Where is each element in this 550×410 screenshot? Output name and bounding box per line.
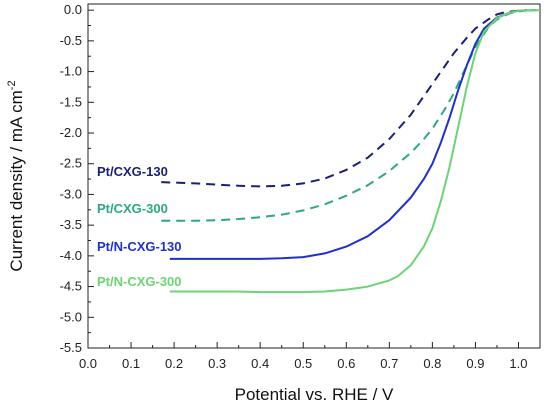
x-tick-label: 0.4 xyxy=(251,356,269,371)
x-tick-label: 0.3 xyxy=(208,356,226,371)
x-tick-label: 0.5 xyxy=(294,356,312,371)
y-tick-label: -0.5 xyxy=(60,33,82,48)
series-group xyxy=(161,9,541,294)
x-tick-label: 1.0 xyxy=(509,356,527,371)
series-label-pt-n-cxg-130: Pt/N-CXG-130 xyxy=(97,239,182,254)
x-tick-label: 0.6 xyxy=(337,356,355,371)
y-axis-title: Current density / mA cm-2 xyxy=(6,80,26,271)
y-tick-label: -5.0 xyxy=(60,309,82,324)
x-tick-label: 0.1 xyxy=(122,356,140,371)
x-tick-label: 0.8 xyxy=(423,356,441,371)
series-label-pt-cxg-300: Pt/CXG-300 xyxy=(97,201,168,216)
plot-frame xyxy=(87,3,541,349)
series-line-2 xyxy=(169,9,536,260)
series-line-0 xyxy=(161,9,528,188)
y-tick-label: -2.0 xyxy=(60,125,82,140)
y-axis-ticks: 0.0 -0.5 -1.0 -1.5 -2.0 -2.5 -3.0 -3.5 -4.0 -4.5 -… xyxy=(60,2,94,355)
y-tick-label: -1.0 xyxy=(60,64,82,79)
y-tick-label: -2.5 xyxy=(60,156,82,171)
series-line-1 xyxy=(161,9,532,222)
y-tick-label: -5.5 xyxy=(60,340,82,355)
y-tick-label: -3.5 xyxy=(60,217,82,232)
series-label-pt-cxg-130: Pt/CXG-130 xyxy=(97,164,168,179)
series-line-3 xyxy=(169,9,541,294)
x-tick-label: 0.2 xyxy=(165,356,183,371)
x-axis-ticks: 0.0 0.1 0.2 0.3 0.4 0.5 0.6 0.7 0.8 0.9 1.0 xyxy=(79,342,528,371)
x-tick-label: 0.0 xyxy=(79,356,97,371)
y-tick-label: 0.0 xyxy=(64,2,82,17)
y-axis-title-main: Current density / mA cm xyxy=(7,90,26,271)
x-tick-label: 0.9 xyxy=(466,356,484,371)
y-tick-label: -4.0 xyxy=(60,248,82,263)
x-axis-title: Potential vs. RHE / V xyxy=(235,385,394,404)
y-tick-label: -3.0 xyxy=(60,186,82,201)
x-tick-label: 0.7 xyxy=(380,356,398,371)
y-tick-label: -4.5 xyxy=(60,279,82,294)
y-axis-title-superscript: -2 xyxy=(6,80,18,90)
y-tick-label: -1.5 xyxy=(60,94,82,109)
series-label-pt-n-cxg-300: Pt/N-CXG-300 xyxy=(97,274,182,289)
